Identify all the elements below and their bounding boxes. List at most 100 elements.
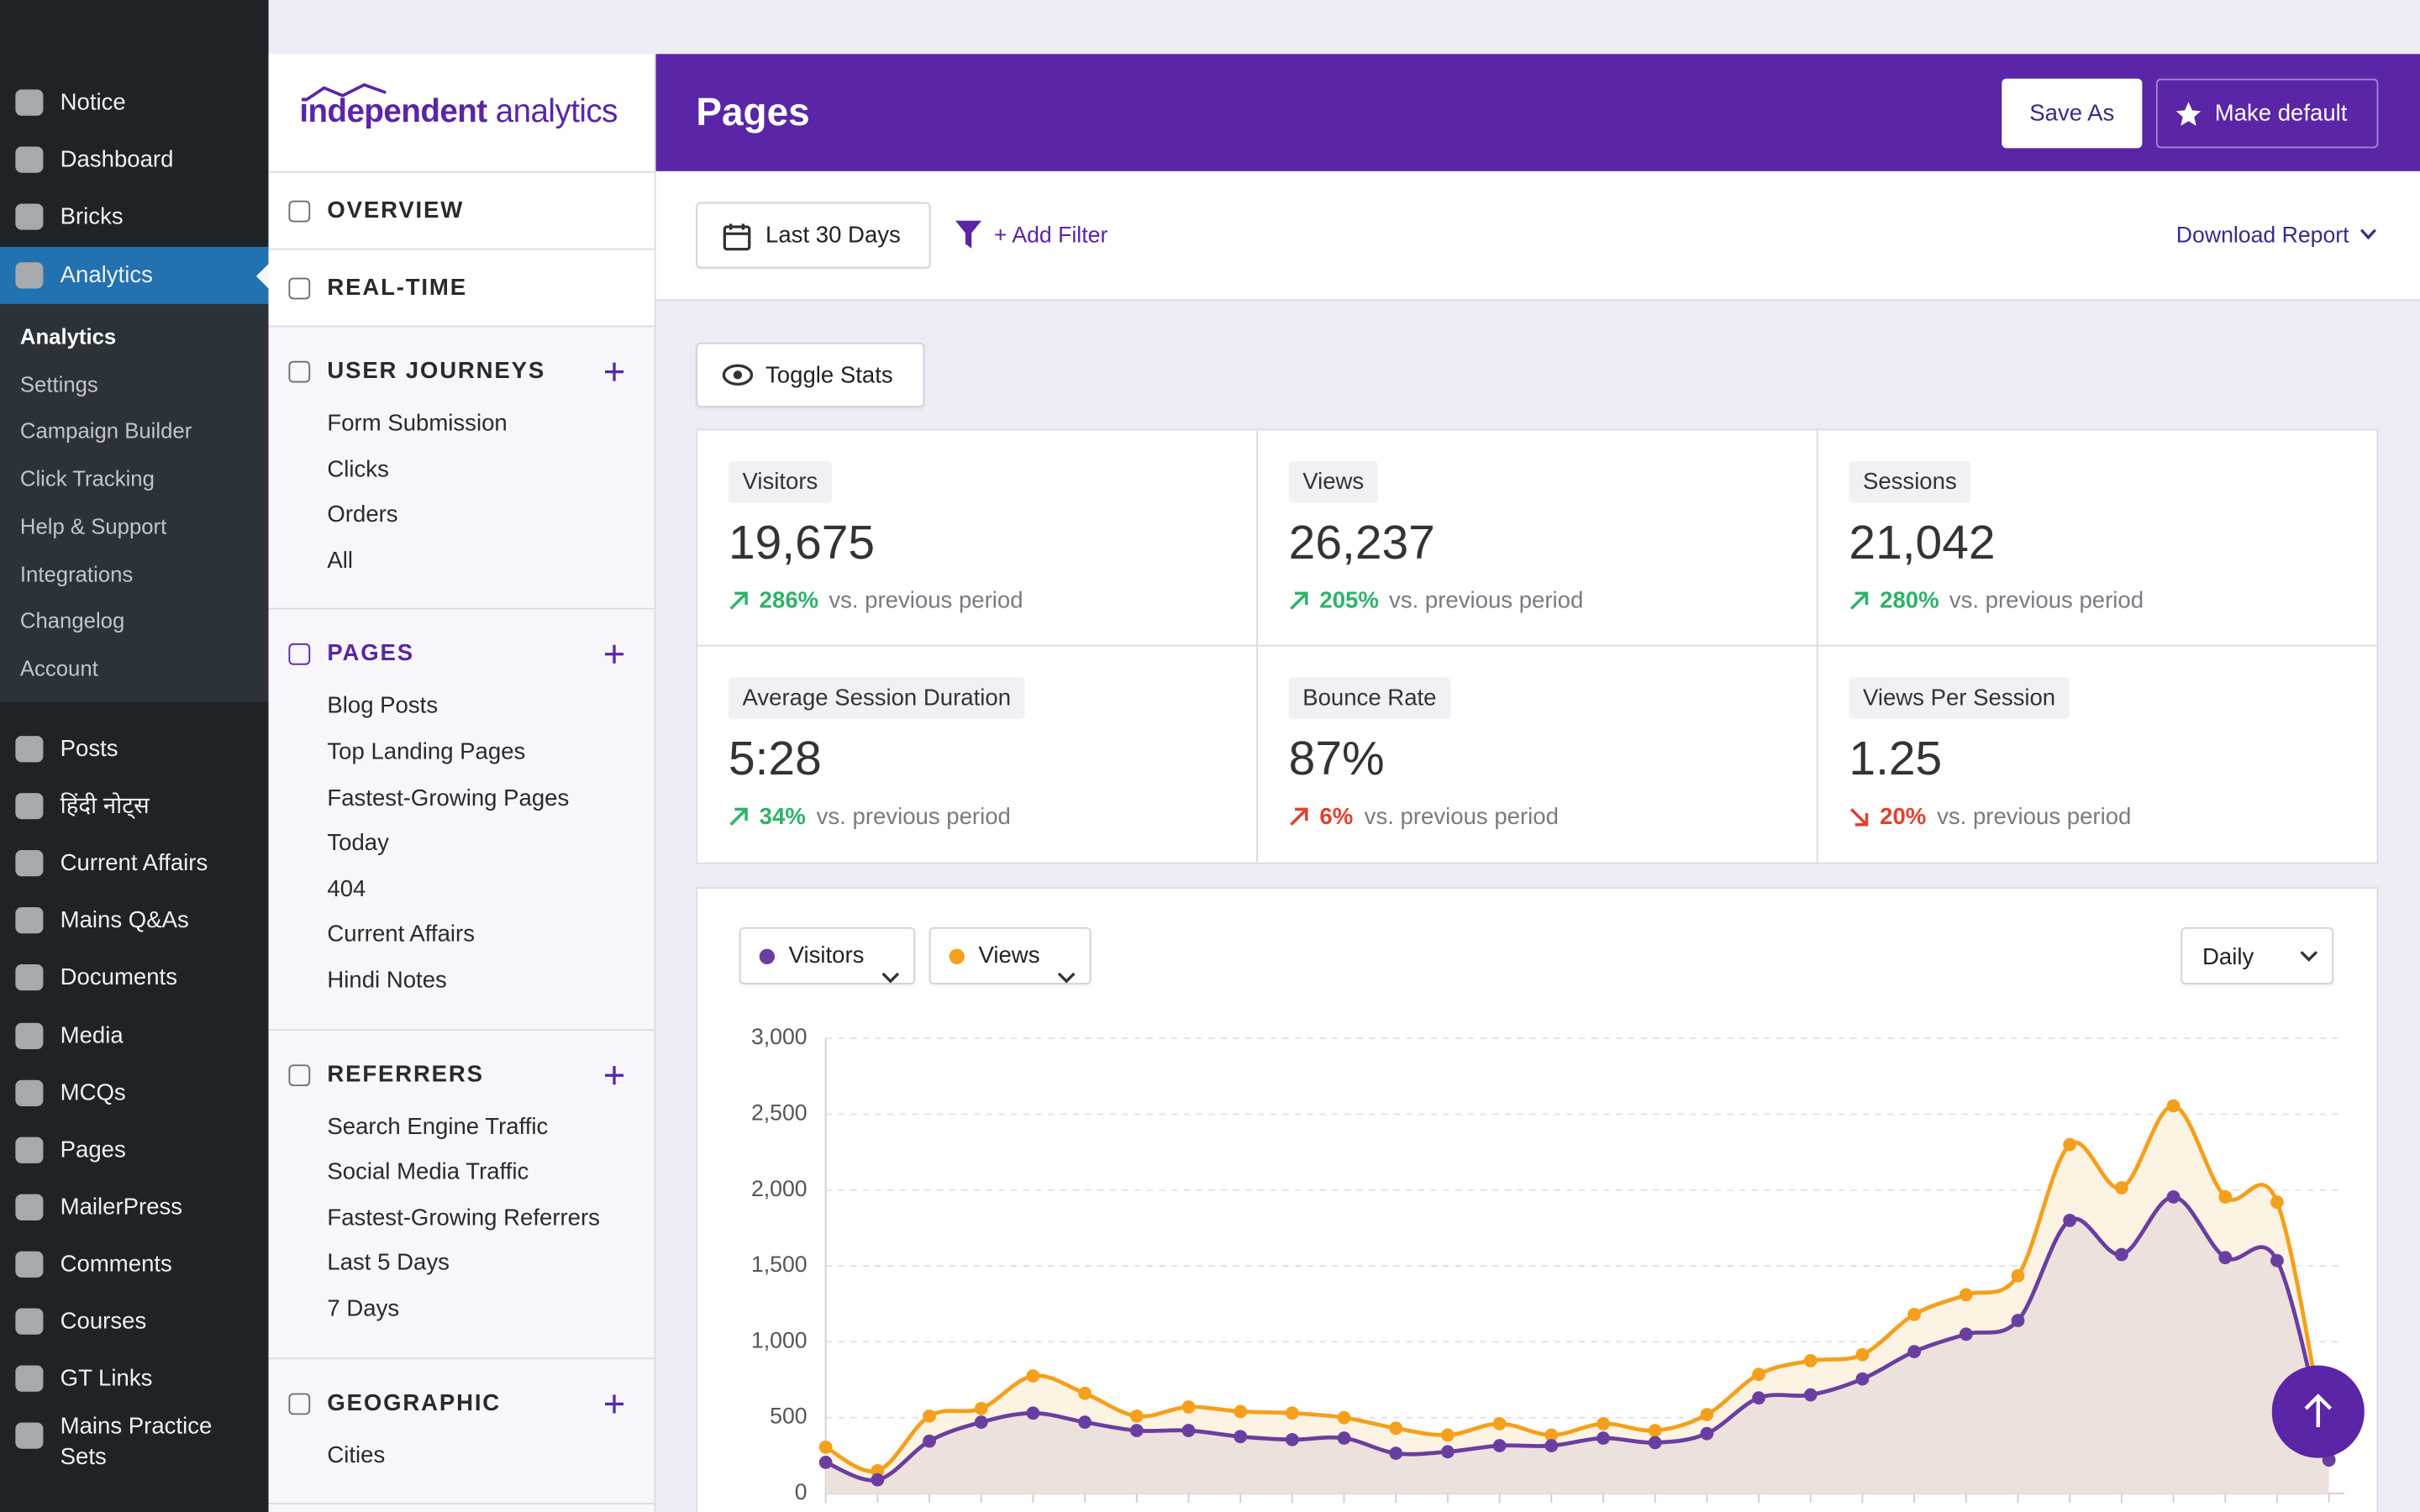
wp-menu-icon — [15, 89, 44, 116]
wp-menu-item[interactable]: Notice — [0, 74, 269, 131]
point — [2011, 1268, 2025, 1283]
wp-submenu-item[interactable]: Integrations — [19, 560, 134, 586]
nav-section-title[interactable]: OVERVIEW — [327, 197, 465, 224]
wp-menu-item[interactable]: Comments — [0, 1236, 269, 1293]
nav-item[interactable]: Current Affairs — [327, 921, 475, 948]
legend-dot — [949, 948, 965, 964]
date-range-button[interactable]: Last 30 Days — [696, 202, 931, 269]
nav-section-title[interactable]: PAGES — [327, 640, 414, 668]
toggle-stats-button[interactable]: Toggle Stats — [696, 342, 925, 407]
wp-menu-item[interactable]: Mains Practice Sets — [0, 1407, 247, 1471]
point — [2218, 1251, 2233, 1265]
wp-submenu-item[interactable]: Settings — [19, 371, 98, 396]
point — [1492, 1439, 1507, 1452]
nav-item[interactable]: Search Engine Traffic — [327, 1113, 549, 1140]
nav-item[interactable]: Hindi Notes — [327, 967, 447, 994]
chevron-icon — [2360, 228, 2376, 240]
nav-item[interactable]: 7 Days — [327, 1295, 400, 1322]
wp-submenu-item[interactable]: Changelog — [19, 608, 125, 633]
nav-icon — [288, 643, 311, 666]
nav-item[interactable]: Fastest-Growing Pages — [327, 785, 570, 811]
wp-submenu-item[interactable]: Analytics — [19, 323, 117, 349]
stat-label: Visitors — [728, 461, 832, 503]
nav-section-title[interactable]: REFERRERS — [327, 1060, 484, 1088]
point — [2270, 1195, 2284, 1210]
point — [1337, 1410, 1351, 1425]
metric-select[interactable]: Visitors — [739, 927, 916, 984]
add-filter-link[interactable]: + Add Filter — [993, 223, 1108, 249]
wp-menu-item[interactable]: Posts — [0, 721, 269, 778]
wp-menu-item[interactable]: Dashboard — [0, 131, 269, 188]
logo-text: independent analytics — [299, 94, 618, 131]
download-report-link[interactable]: Download Report — [2175, 223, 2349, 249]
logo: independent analytics — [268, 54, 655, 173]
nav-item[interactable]: Orders — [327, 501, 398, 528]
stat-value: 1.25 — [1849, 731, 1943, 785]
stat-compare: vs. previous period — [1949, 587, 2144, 615]
nav-item[interactable]: Fastest-Growing Referrers — [327, 1204, 600, 1231]
toggle-stats-label: Toggle Stats — [765, 362, 893, 389]
active-pointer — [244, 264, 269, 289]
wp-menu-item[interactable]: हिंदी नोट्स — [0, 778, 269, 835]
y-tick-label: 2,500 — [751, 1100, 808, 1125]
nav-icon — [288, 360, 311, 383]
point — [1855, 1347, 1870, 1362]
wp-menu-item[interactable]: GT Links — [0, 1350, 269, 1407]
wp-submenu-item[interactable]: Help & Support — [19, 513, 167, 538]
save-as-button[interactable]: Save As — [2002, 78, 2143, 149]
add-report-button[interactable] — [603, 1393, 625, 1415]
wp-submenu: Analytics Settings Campaign Builder Click T… — [0, 303, 269, 702]
nav-icon — [288, 1063, 311, 1086]
wp-menu-item[interactable]: Media — [0, 1006, 269, 1063]
wp-menu-icon — [15, 1079, 44, 1106]
wp-submenu-item[interactable]: Account — [19, 655, 98, 680]
wp-menu-icon — [15, 1365, 44, 1392]
stat-compare: vs. previous period — [1389, 587, 1584, 615]
wp-menu-label: Posts — [60, 736, 118, 763]
wp-menu-icon — [15, 1137, 44, 1163]
nav-item[interactable]: All — [327, 547, 354, 574]
wp-menu-item[interactable]: Current Affairs — [0, 835, 269, 892]
nav-item[interactable]: Top Landing Pages — [327, 738, 526, 765]
point — [1441, 1445, 1455, 1459]
wp-menu-label: Media — [60, 1021, 124, 1049]
add-report-button[interactable] — [603, 1063, 625, 1085]
wp-menu-icon — [15, 1021, 44, 1049]
wp-menu-item[interactable]: MCQs — [0, 1064, 269, 1121]
point — [1441, 1428, 1455, 1442]
nav-item[interactable]: Social Media Traffic — [327, 1158, 529, 1185]
wp-menu-item[interactable]: Pages — [0, 1121, 269, 1179]
point — [923, 1409, 936, 1423]
point — [871, 1473, 885, 1487]
wp-menu-label: Pages — [60, 1137, 126, 1163]
wp-menu-item[interactable]: Bricks — [0, 188, 269, 245]
wp-menu-item[interactable]: MailerPress — [0, 1179, 269, 1236]
metric-select[interactable]: Views — [929, 927, 1092, 984]
point — [1181, 1424, 1196, 1437]
nav-section-title[interactable]: GEOGRAPHIC — [327, 1389, 502, 1416]
scroll-top-button[interactable] — [2271, 1365, 2365, 1458]
nav-section-title[interactable]: REAL-TIME — [327, 274, 467, 302]
nav-item[interactable]: Blog Posts — [327, 693, 439, 720]
wp-menu-item[interactable]: Courses — [0, 1293, 269, 1350]
point — [2063, 1213, 2077, 1227]
nav-item[interactable]: Form Submission — [327, 410, 508, 437]
add-report-button[interactable] — [603, 644, 625, 666]
nav-item[interactable]: Cities — [327, 1441, 386, 1468]
wp-menu-item[interactable]: Analytics — [0, 246, 269, 304]
nav-section-title[interactable]: USER JOURNEYS — [327, 358, 546, 385]
interval-select[interactable]: Daily — [2181, 927, 2334, 984]
nav-item[interactable]: 404 — [327, 875, 366, 903]
nav-item[interactable]: Last 5 Days — [327, 1250, 450, 1277]
point — [1026, 1406, 1040, 1420]
point — [1597, 1416, 1610, 1431]
legend-label: Visitors — [788, 942, 865, 969]
nav-item[interactable]: Clicks — [327, 455, 389, 483]
add-report-button[interactable] — [603, 361, 625, 383]
make-default-button[interactable]: Make default — [2155, 78, 2379, 149]
wp-submenu-item[interactable]: Campaign Builder — [19, 418, 192, 444]
wp-submenu-item[interactable]: Click Tracking — [19, 465, 155, 491]
nav-item[interactable]: Today — [327, 830, 389, 857]
wp-menu-item[interactable]: Mains Q&As — [0, 892, 269, 949]
wp-menu-item[interactable]: Documents — [0, 949, 269, 1006]
